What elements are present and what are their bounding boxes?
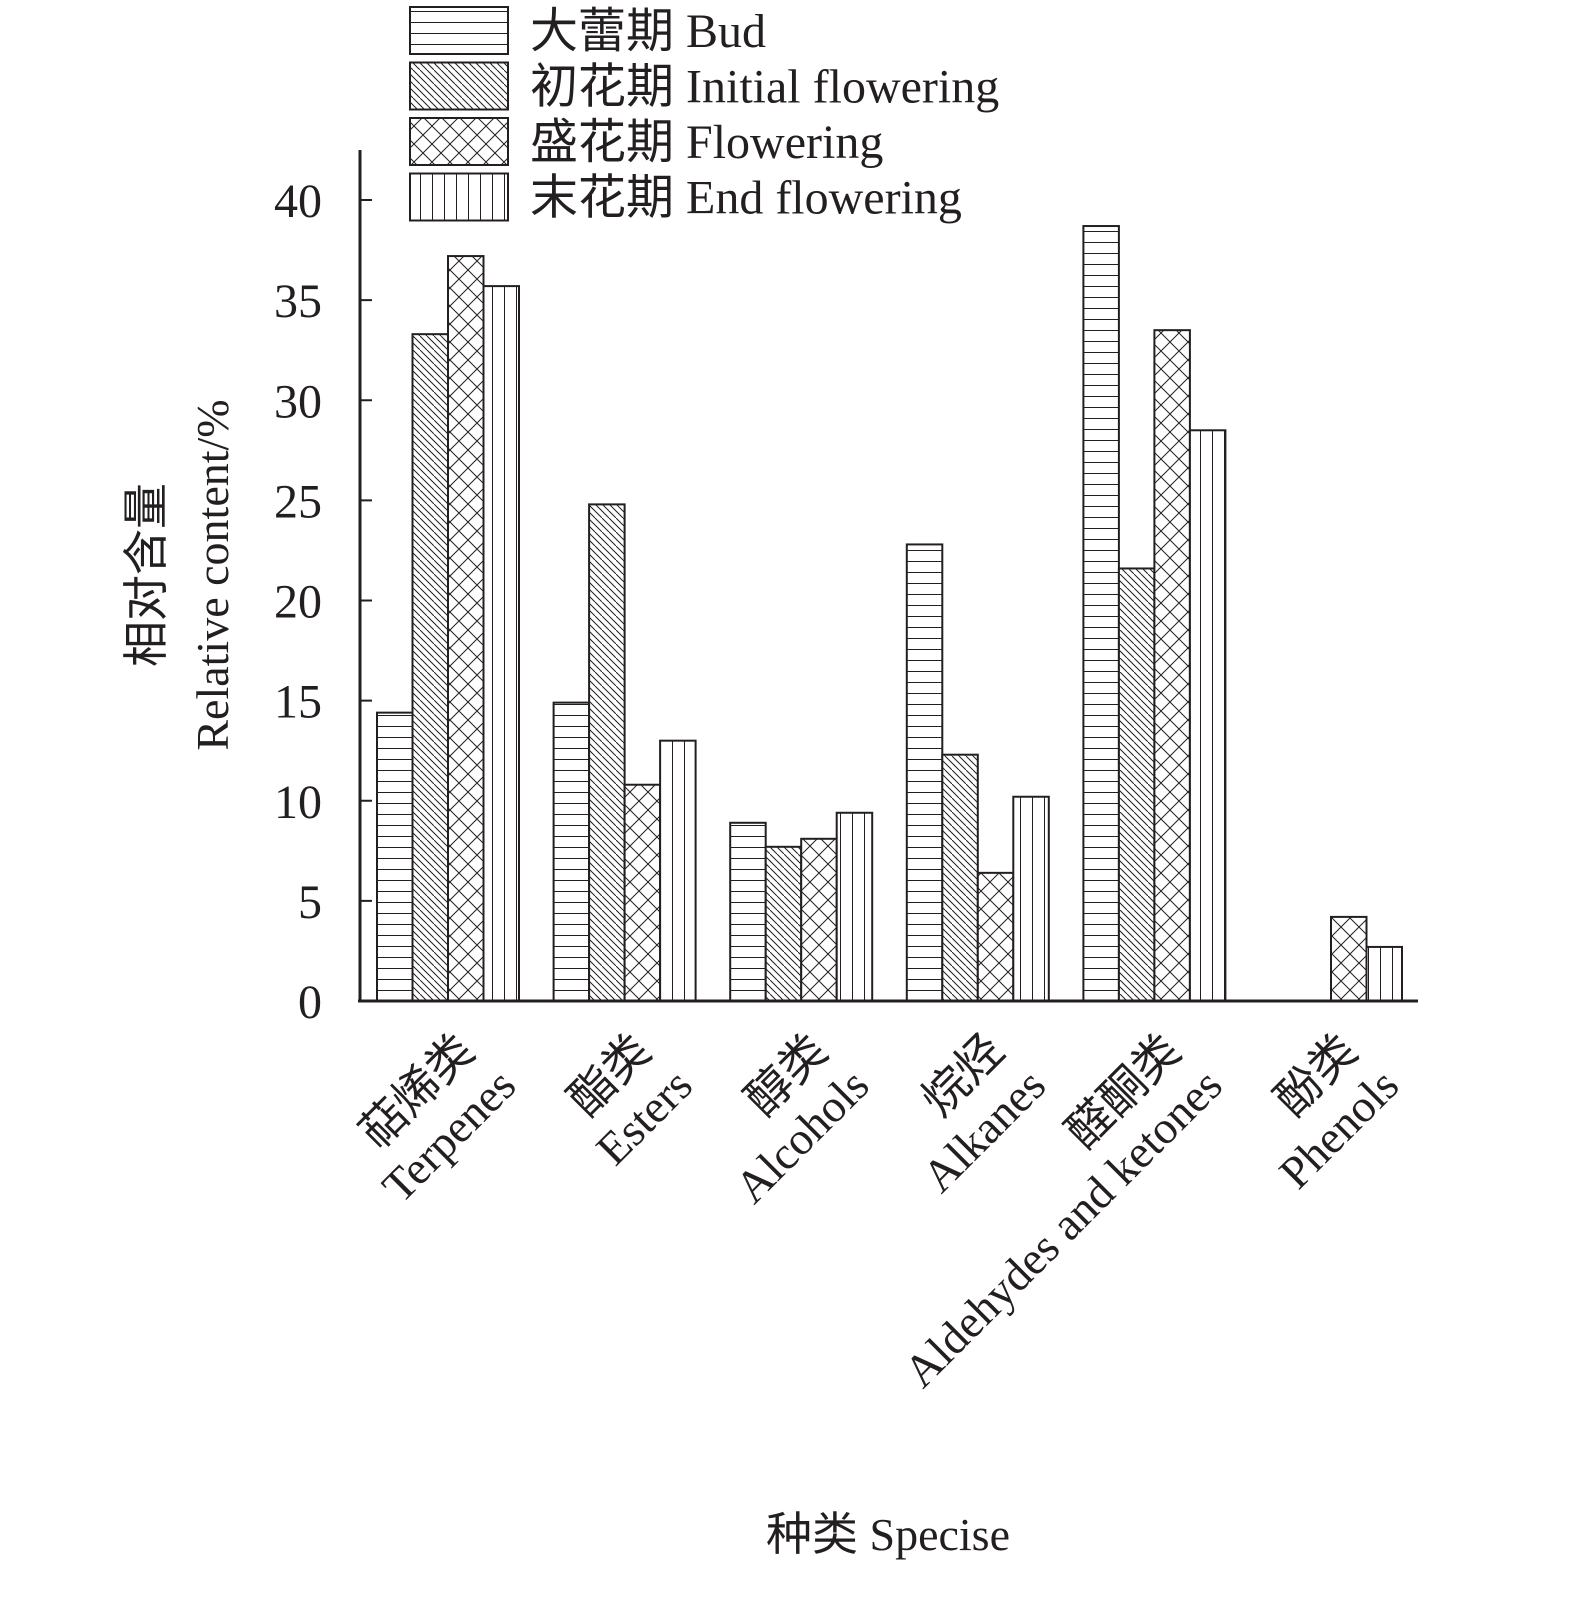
x-axis-label: 种类 Specise [766,1509,1010,1560]
legend-label: 大蕾期 Bud [530,5,766,58]
y-tick-label: 20 [274,576,322,629]
bar-alkanes-series-2 [976,871,1015,1003]
bars-layer [376,225,1403,1003]
legend-swatch-diagonal [409,61,509,111]
y-tick-label: 5 [298,876,322,929]
bar-esters-series-2 [623,783,662,1002]
legend-swatch-vertical [409,172,509,222]
bar-alcohols-series-0 [729,821,767,1003]
bar-alkanes-series-1 [941,753,979,1002]
bar-alcohols-series-3 [835,811,874,1003]
legend-label: 盛花期 Flowering [530,116,883,169]
y-tick-label: 25 [274,475,322,528]
y-tick-label: 0 [298,976,322,1029]
bar-terpenes-series-0 [376,711,414,1002]
bar-aldehydes-and-ketones-series-0 [1082,225,1120,1003]
legend-label: 末花期 End flowering [530,172,962,225]
y-axis-label-cn: 相对含量 [121,483,172,667]
legend-swatch-horizontal [409,6,509,55]
bar-terpenes-series-2 [447,255,485,1002]
bar-aldehydes-and-ketones-series-3 [1188,429,1227,1003]
bar-esters-series-0 [552,701,591,1002]
bar-alkanes-series-3 [1012,795,1050,1002]
bar-terpenes-series-3 [482,285,520,1003]
bar-alcohols-series-2 [800,837,838,1002]
bar-aldehydes-and-ketones-series-1 [1117,567,1156,1003]
legend-swatch-crosshatch [409,117,509,166]
y-tick-label: 10 [274,776,322,829]
y-tick-label: 40 [274,175,322,228]
y-tick-label: 35 [274,275,322,328]
y-tick-label: 15 [274,676,322,729]
y-ticks: 0 5 10 15 20 25 30 35 40 [274,175,372,1029]
bar-esters-series-1 [588,503,626,1002]
bar-aldehydes-and-ketones-series-2 [1153,329,1191,1003]
bar-esters-series-3 [659,739,697,1002]
bar-phenols-series-3 [1365,945,1403,1002]
y-tick-label: 30 [274,375,322,428]
bar-phenols-series-2 [1330,915,1368,1003]
bar-alcohols-series-1 [764,845,803,1002]
bar-alkanes-series-0 [905,543,944,1002]
bar-terpenes-series-1 [411,333,449,1003]
y-axis-label: Relative content/% [187,399,238,750]
legend-label: 初花期 Initial flowering [530,61,999,114]
